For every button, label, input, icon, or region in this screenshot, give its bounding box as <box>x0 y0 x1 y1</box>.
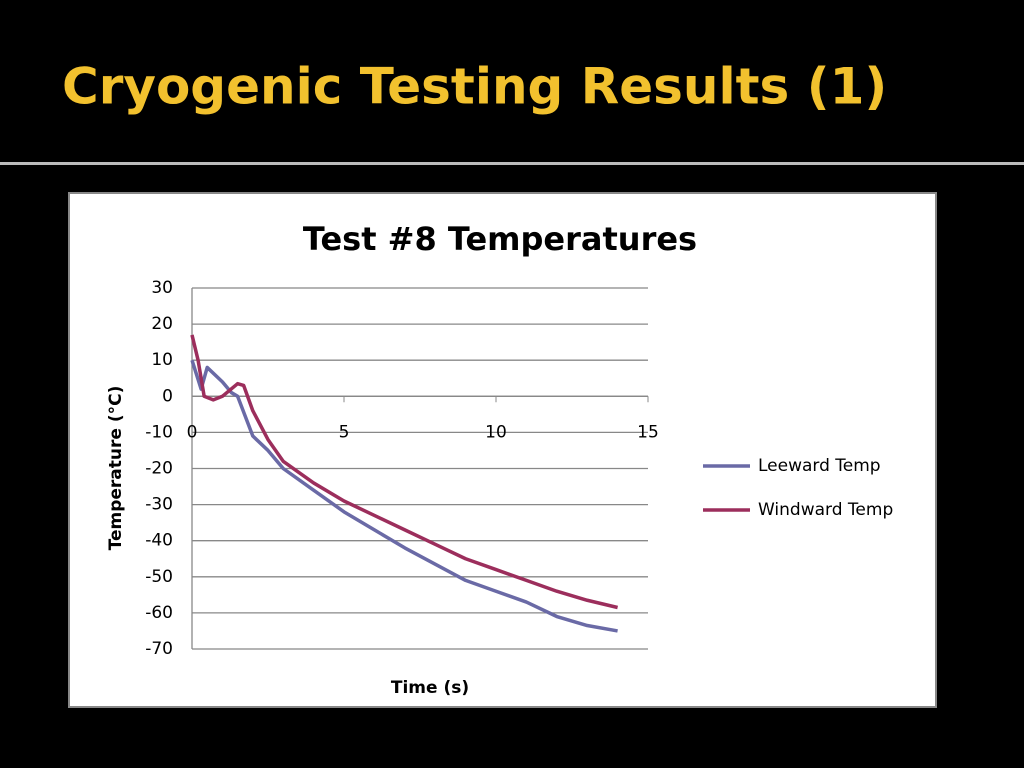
slide-title: Cryogenic Testing Results (1) <box>62 58 887 116</box>
y-tick-label: -40 <box>145 531 173 551</box>
y-tick-label: 10 <box>151 350 173 370</box>
x-axis-label: Time (s) <box>391 678 469 698</box>
y-tick-label: -10 <box>145 422 173 442</box>
y-tick-label: -60 <box>145 603 173 623</box>
y-tick-label: -30 <box>145 495 173 515</box>
chart-title: Test #8 Temperatures <box>303 220 697 258</box>
y-axis-label: Temperature (°C) <box>106 386 126 551</box>
y-tick-label: -20 <box>145 459 173 479</box>
y-tick-label: -50 <box>145 567 173 587</box>
x-tick-label: 10 <box>485 422 507 442</box>
series-line <box>190 334 619 610</box>
series-line <box>190 359 618 633</box>
x-tick-label: 15 <box>637 422 659 442</box>
x-tick-label: 0 <box>187 422 198 442</box>
y-tick-label: 20 <box>151 314 173 334</box>
x-tick-label: 5 <box>339 422 350 442</box>
y-tick-label: -70 <box>145 639 173 659</box>
chart-frame <box>68 192 937 708</box>
y-tick-label: 30 <box>151 278 173 298</box>
legend-label: Windward Temp <box>758 500 893 520</box>
y-tick-label: 0 <box>162 386 173 406</box>
legend-label: Leeward Temp <box>758 456 881 476</box>
divider <box>0 162 1024 165</box>
